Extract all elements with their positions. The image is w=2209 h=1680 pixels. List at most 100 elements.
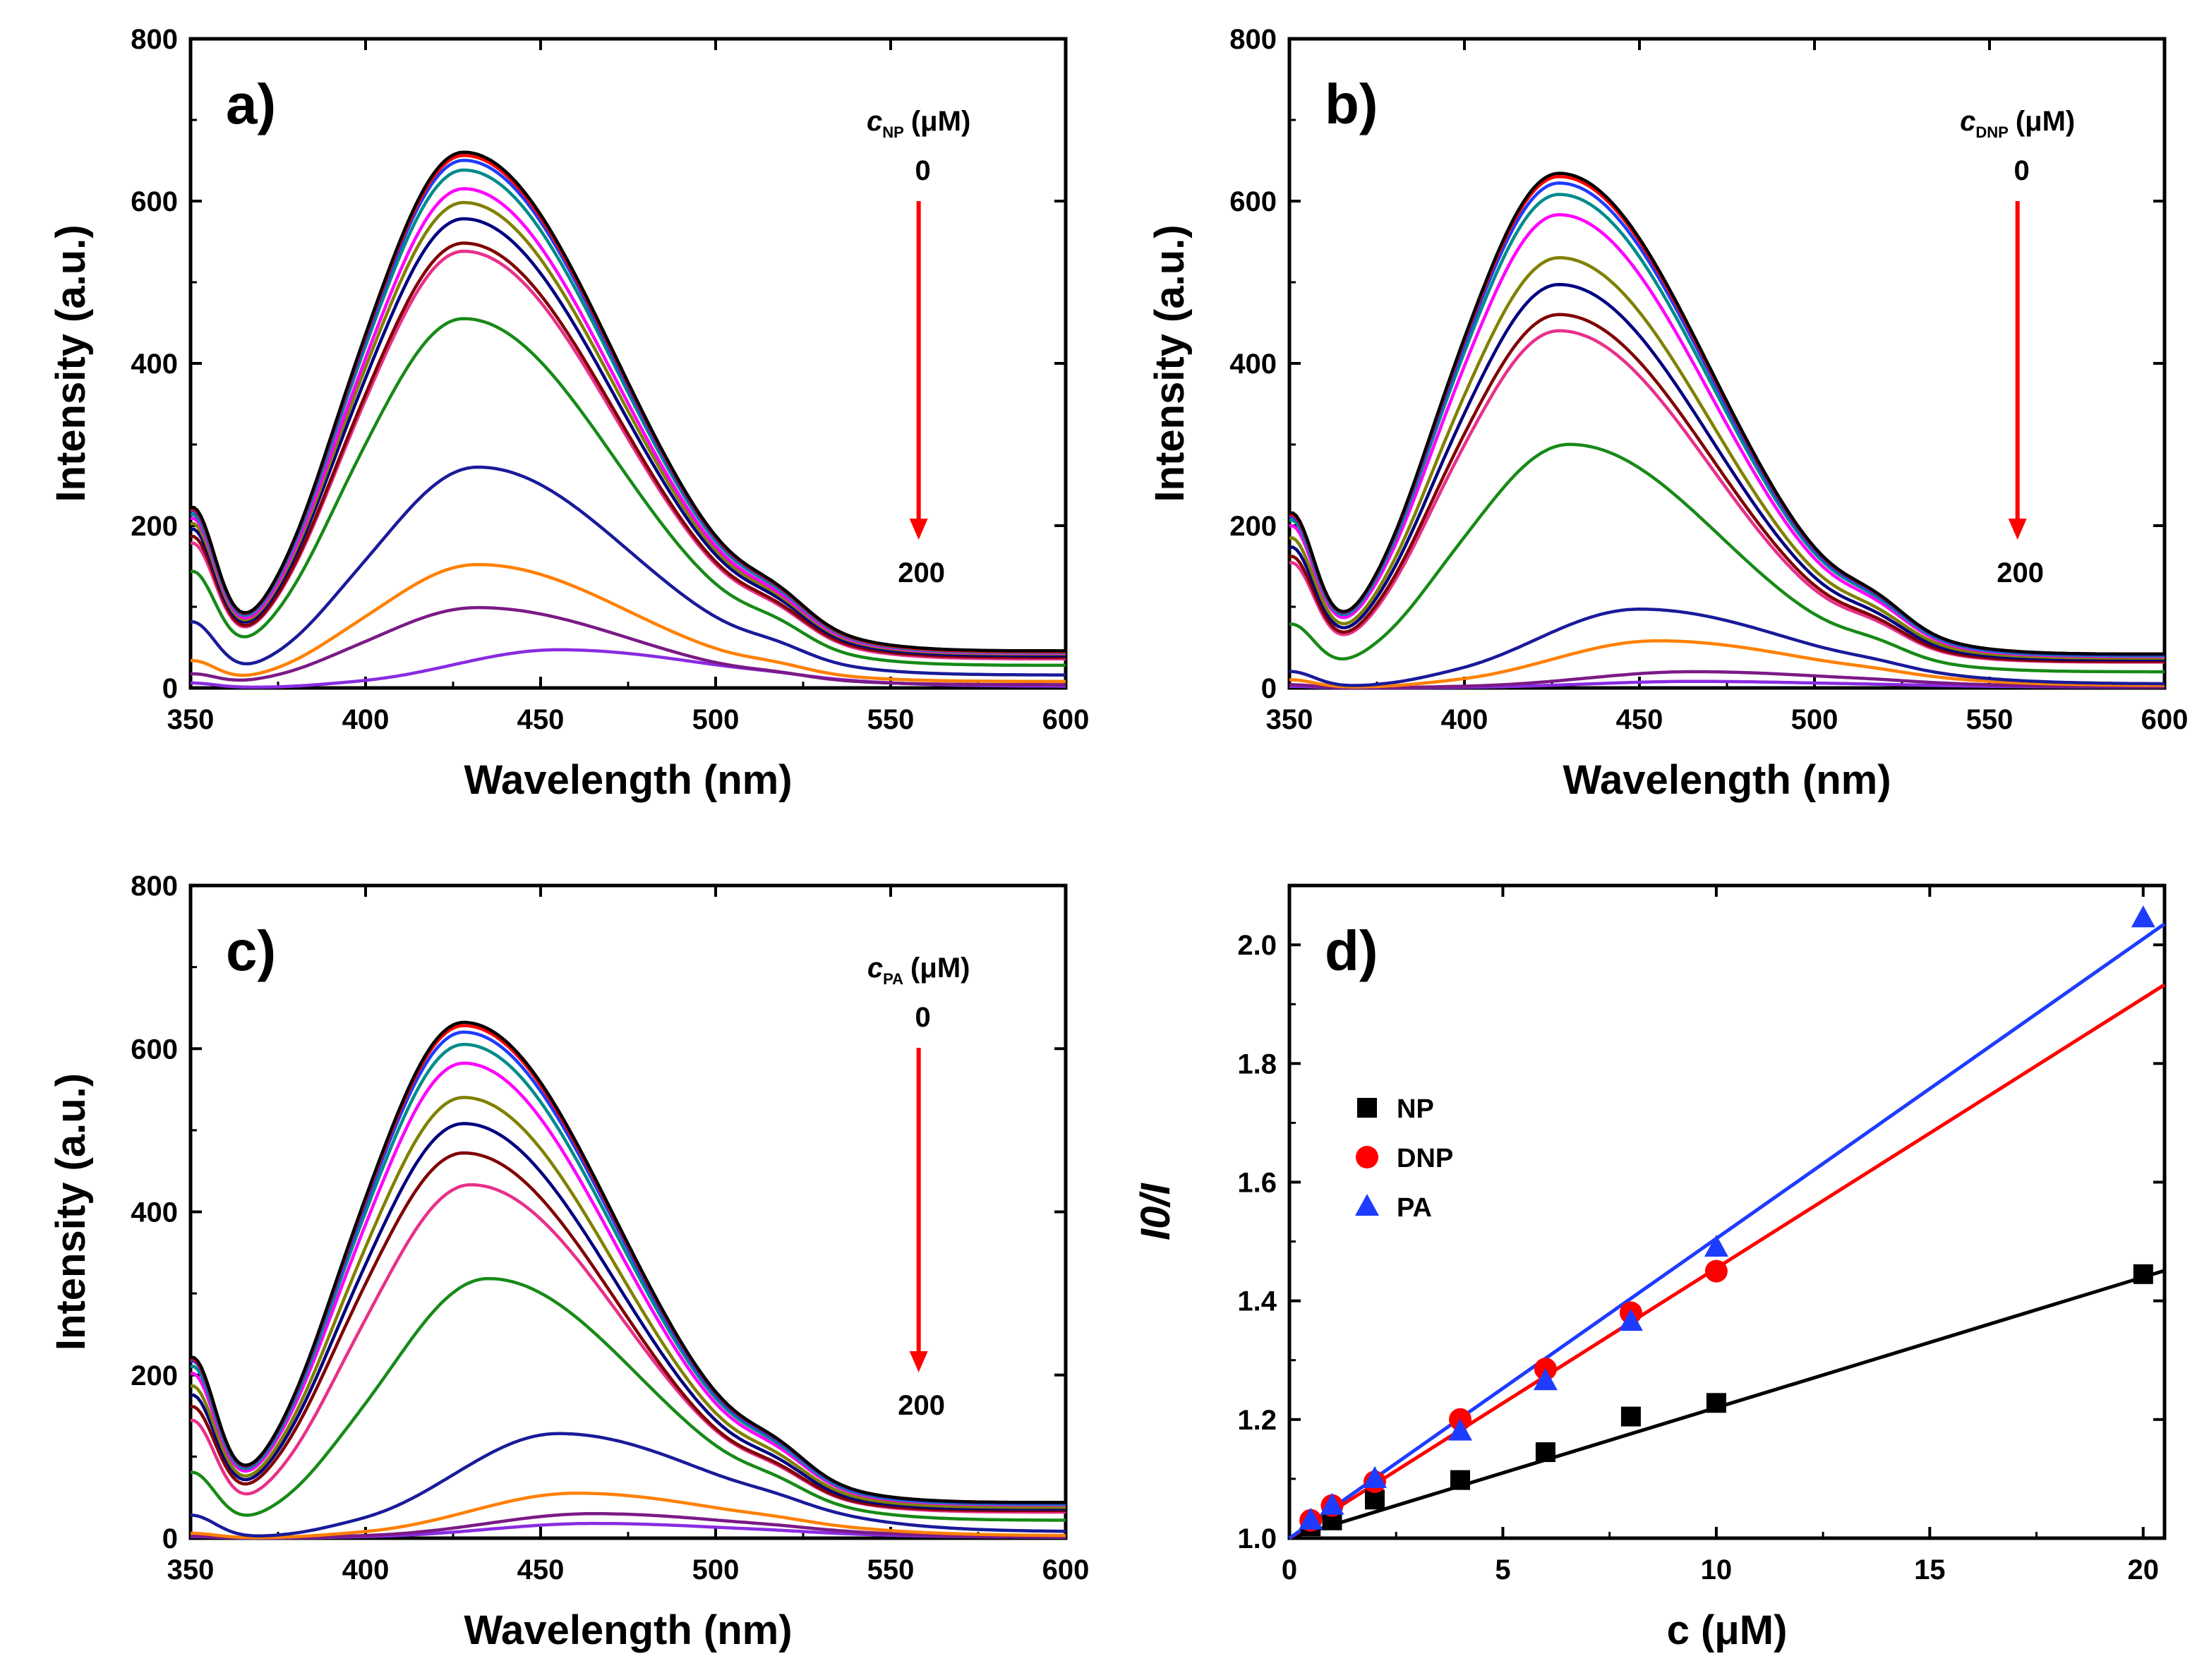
arrow-head	[909, 1351, 928, 1372]
x-tick-label: 600	[1042, 1554, 1090, 1585]
legend-marker	[1355, 1194, 1379, 1216]
y-tick-label: 800	[131, 24, 178, 55]
x-tick-label: 550	[1966, 704, 2014, 735]
concentration-start: 0	[2014, 155, 2030, 186]
concentration-subscript: DNP	[1975, 123, 2008, 141]
y-tick-label: 1.0	[1237, 1523, 1277, 1554]
legend-label: PA	[1397, 1193, 1432, 1223]
y-tick-label: 0	[162, 673, 178, 704]
x-tick-label: 550	[867, 1554, 915, 1585]
concentration-header: cDNP (μM)	[1960, 106, 2075, 141]
x-tick-label: 20	[2128, 1554, 2160, 1585]
spectrum-line	[1289, 282, 2165, 662]
data-point	[1448, 1418, 1472, 1441]
x-tick-label: 350	[167, 1554, 215, 1585]
x-tick-label: 5	[1495, 1554, 1510, 1585]
x-axis-label: c (μM)	[1667, 1607, 1788, 1653]
data-point	[2133, 1264, 2153, 1284]
fit-line	[1289, 1269, 2165, 1540]
concentration-start: 0	[915, 155, 931, 186]
spectrum-line	[190, 465, 1066, 677]
y-tick-label: 200	[131, 1360, 178, 1391]
x-tick-label: 550	[867, 704, 915, 735]
x-axis-label: Wavelength (nm)	[464, 757, 792, 803]
spectrum-line	[190, 241, 1066, 659]
legend: NP DNP PA	[1355, 1094, 1453, 1223]
y-tick-label: 1.6	[1237, 1167, 1277, 1198]
data-point	[1618, 1309, 1643, 1331]
x-tick-label: 0	[1282, 1554, 1297, 1585]
spectrum-line	[1289, 313, 2165, 663]
x-tick-label: 450	[1616, 704, 1663, 735]
spectrum-line	[1289, 171, 2165, 656]
concentration-symbol: c	[867, 953, 883, 984]
panel-b: 350 400 450 500 550 600 0 200 400 600 800 b) cDNP (μM…	[1147, 24, 2188, 803]
data-point	[1620, 1406, 1641, 1427]
x-tick-label: 350	[1266, 704, 1313, 735]
data-point	[2131, 905, 2155, 928]
x-tick-label: 600	[2141, 704, 2189, 735]
concentration-symbol: c	[1960, 106, 1975, 137]
data-point	[1299, 1507, 1323, 1530]
y-tick-label: 600	[1229, 186, 1277, 217]
data-point	[1704, 1259, 1728, 1283]
concentration-unit: (μM)	[2016, 106, 2075, 137]
y-tick-label: 2.0	[1237, 930, 1277, 961]
spectrum-line	[1289, 442, 2165, 674]
plot-frame	[1287, 883, 2167, 1540]
x-tick-label: 500	[692, 1554, 740, 1585]
concentration-header: cNP (μM)	[867, 106, 970, 141]
spectrum-line	[191, 562, 1066, 684]
y-tick-label: 200	[131, 511, 178, 542]
arrow-head	[909, 519, 928, 540]
spectrum-line	[191, 1151, 1066, 1513]
spectrum-line	[190, 317, 1066, 667]
concentration-end: 200	[898, 1390, 945, 1421]
data-point	[1320, 1492, 1344, 1515]
concentration-header: cPA (μM)	[867, 953, 970, 988]
y-tick-label: 1.8	[1237, 1049, 1277, 1080]
y-tick-label: 1.4	[1237, 1286, 1277, 1317]
spectrum-line	[191, 1096, 1066, 1509]
y-tick-label: 0	[162, 1523, 178, 1554]
y-tick-label: 600	[131, 186, 178, 217]
spectrum-line	[1289, 256, 2165, 660]
fit-line	[1288, 922, 2166, 1540]
arrow-head	[2008, 519, 2027, 540]
fit-line	[1288, 983, 2166, 1540]
x-tick-label: 450	[517, 1554, 565, 1585]
spectrum-line	[1289, 639, 2165, 689]
spectrum-line	[191, 1512, 1066, 1540]
x-tick-label: 400	[342, 704, 390, 735]
x-tick-label: 450	[517, 704, 565, 735]
data-point	[1533, 1368, 1558, 1391]
y-tick-label: 400	[131, 349, 178, 380]
concentration-end: 200	[898, 557, 945, 588]
panel-label: c)	[226, 919, 276, 982]
data-point	[1704, 1235, 1728, 1257]
y-axis-label: Intensity (a.u.)	[1147, 224, 1193, 502]
y-axis-label: Intensity (a.u.)	[48, 224, 94, 502]
data-point	[1363, 1466, 1387, 1488]
y-tick-label: 600	[131, 1034, 178, 1065]
concentration-subscript: NP	[882, 123, 904, 141]
x-axis-label: Wavelength (nm)	[464, 1607, 792, 1653]
spectrum-line	[190, 1020, 1066, 1504]
spectrum-line	[191, 217, 1066, 658]
concentration-end: 200	[1997, 557, 2044, 588]
concentration-unit: (μM)	[911, 106, 970, 137]
legend-marker	[1356, 1146, 1378, 1168]
y-axis-label: I0/I	[1133, 1182, 1179, 1240]
panel-a: 350 400 450 500 550 600 0 200 400 600 800 a) cNP (μM)…	[48, 24, 1089, 803]
y-tick-label: 400	[1229, 349, 1277, 380]
spectrum-line	[1289, 670, 2165, 690]
x-tick-label: 10	[1701, 1554, 1733, 1585]
x-tick-label: 400	[1441, 704, 1488, 735]
concentration-symbol: c	[867, 106, 882, 137]
x-tick-label: 350	[167, 704, 215, 735]
y-tick-label: 800	[131, 871, 178, 902]
spectrum-line	[191, 1492, 1066, 1540]
panel-label: b)	[1325, 73, 1378, 135]
legend-marker	[1357, 1098, 1377, 1118]
panel-label: d)	[1325, 919, 1378, 982]
